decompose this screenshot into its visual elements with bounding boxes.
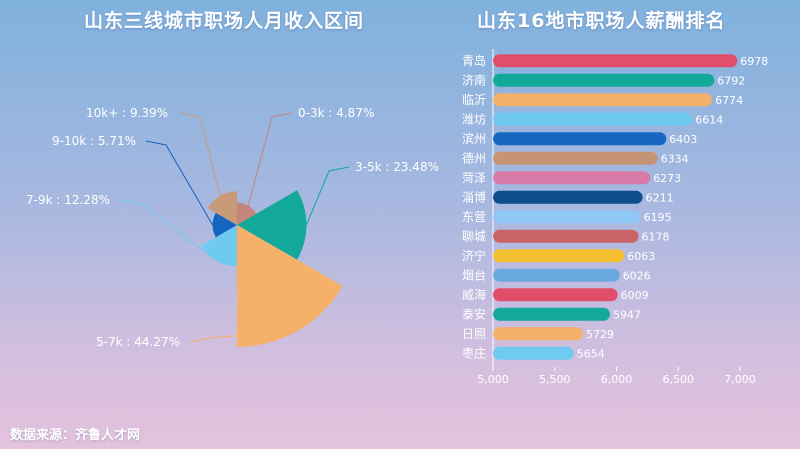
bar-日照 <box>493 327 583 341</box>
x-tick-label: 6,000 <box>601 373 633 386</box>
category-label: 泰安 <box>462 306 486 321</box>
bar-value-label: 6273 <box>653 172 681 185</box>
x-tick-label: 6,500 <box>663 373 695 386</box>
pie-label: 9-10k : 5.71% <box>52 134 136 148</box>
category-label: 青岛 <box>462 53 486 68</box>
bar-聊城 <box>493 229 639 243</box>
bar-chart-title: 山东16地市职场人薪酬排名 <box>477 10 726 32</box>
bar-value-label: 6614 <box>695 113 723 126</box>
bar-烟台 <box>493 268 620 282</box>
pie-label: 0-3k : 4.87% <box>298 106 374 120</box>
category-label: 烟台 <box>462 267 486 282</box>
pie-slice-10kplus <box>207 191 237 225</box>
pie-slice-0-3k <box>237 202 257 225</box>
pie-leader-line <box>247 112 293 206</box>
bar-value-label: 6211 <box>646 191 674 204</box>
bar-value-label: 6195 <box>644 211 672 224</box>
bar-value-label: 6403 <box>669 133 697 146</box>
pie-leader-line <box>179 112 221 196</box>
bar-value-label: 5654 <box>577 347 605 360</box>
bar-临沂 <box>493 93 713 107</box>
bar-滨州 <box>493 132 667 146</box>
bar-value-label: 5947 <box>613 308 641 321</box>
bar-菏泽 <box>493 171 651 185</box>
bar-value-label: 6978 <box>740 55 768 68</box>
bar-东营 <box>493 210 641 224</box>
bar-value-label: 5729 <box>586 328 614 341</box>
bar-value-label: 6178 <box>642 230 670 243</box>
pie-label: 7-9k : 12.28% <box>26 193 110 207</box>
pie-label: 10k+ : 9.39% <box>86 106 168 120</box>
bar-德州 <box>493 151 658 165</box>
category-label: 聊城 <box>462 229 486 243</box>
category-label: 东营 <box>462 210 486 224</box>
category-label: 临沂 <box>462 93 486 107</box>
x-tick-label: 5,500 <box>539 373 571 386</box>
bar-青岛 <box>493 54 738 68</box>
category-label: 济南 <box>462 72 486 87</box>
data-source-note: 数据来源：齐鲁人才网 <box>10 428 141 443</box>
bar-威海 <box>493 288 618 302</box>
category-label: 淄博 <box>462 189 486 204</box>
category-label: 潍坊 <box>462 111 486 126</box>
bar-value-label: 6026 <box>623 269 651 282</box>
category-label: 威海 <box>462 287 486 302</box>
bar-泰安 <box>493 307 610 321</box>
pie-slice-3-5k <box>237 190 307 260</box>
bar-value-label: 6063 <box>627 250 655 263</box>
x-tick-label: 7,000 <box>724 373 756 386</box>
category-label: 济宁 <box>462 248 486 263</box>
bar-淄博 <box>493 190 643 204</box>
pie-slice-5-7k <box>237 225 343 347</box>
x-tick-label: 5,000 <box>477 373 509 386</box>
pie-label: 3-5k : 23.48% <box>355 160 439 174</box>
pie-leader-line <box>121 199 217 261</box>
bar-value-label: 6009 <box>621 289 649 302</box>
bar-潍坊 <box>493 112 693 126</box>
pie-slice-9-10k <box>212 212 237 238</box>
bar-value-label: 6792 <box>717 74 745 87</box>
category-label: 日照 <box>462 327 486 341</box>
category-label: 德州 <box>462 150 486 165</box>
pie-leader-line <box>305 166 350 226</box>
pie-leader-line <box>145 140 214 226</box>
bar-济宁 <box>493 249 625 263</box>
category-label: 枣庄 <box>462 345 486 360</box>
pie-leader-line <box>189 330 299 343</box>
bar-济南 <box>493 73 715 87</box>
pie-chart-title: 山东三线城市职场人月收入区间 <box>84 10 365 32</box>
bar-value-label: 6774 <box>715 94 743 107</box>
bar-value-label: 6334 <box>661 152 689 165</box>
category-label: 菏泽 <box>462 171 486 185</box>
bar-枣庄 <box>493 346 574 360</box>
category-label: 滨州 <box>462 131 486 146</box>
pie-label: 5-7k : 44.27% <box>96 335 180 349</box>
